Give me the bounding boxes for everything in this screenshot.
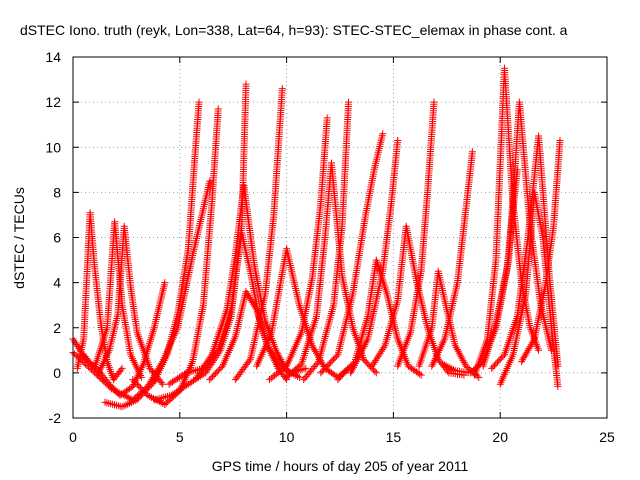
x-tick-label: 0 [69, 429, 77, 445]
x-tick-label: 10 [279, 429, 295, 445]
y-tick-label: 6 [53, 230, 61, 246]
axis-ticks: 0 5 10 15 20 25 -2 0 2 4 6 8 10 12 14 [45, 49, 615, 445]
chart-title: dSTEC Iono. truth (reyk, Lon=338, Lat=64… [20, 22, 568, 38]
data-series-marks [347, 137, 402, 377]
y-tick-label: 4 [53, 275, 61, 291]
x-axis-label: GPS time / hours of day 205 of year 2011 [212, 458, 469, 474]
data-series-marks [496, 188, 562, 390]
y-tick-label: 8 [53, 184, 61, 200]
data-series-marks [394, 98, 438, 370]
data-series-marks [95, 222, 167, 388]
x-tick-label: 20 [492, 429, 508, 445]
data-series-marks [300, 98, 352, 384]
data-series-marks [129, 105, 222, 408]
data-series-marks [518, 137, 564, 366]
data-series-marks [428, 148, 476, 370]
x-tick-label: 25 [599, 429, 615, 445]
data-series-marks [479, 98, 555, 370]
y-tick-label: 12 [45, 94, 61, 110]
x-tick-label: 15 [386, 429, 402, 445]
y-tick-label: 10 [45, 139, 61, 155]
y-tick-label: 2 [53, 320, 61, 336]
y-tick-label: -2 [49, 410, 62, 426]
data-series-marks [317, 130, 387, 377]
x-tick-label: 5 [176, 429, 184, 445]
data-series-marks [101, 98, 203, 411]
y-tick-label: 0 [53, 365, 61, 381]
data-series-marks [266, 114, 331, 384]
data-series-marks [231, 85, 286, 384]
y-axis-label: dSTEC / TECUs [11, 187, 27, 289]
data-marks [69, 64, 564, 411]
y-tick-label: 14 [45, 49, 61, 65]
